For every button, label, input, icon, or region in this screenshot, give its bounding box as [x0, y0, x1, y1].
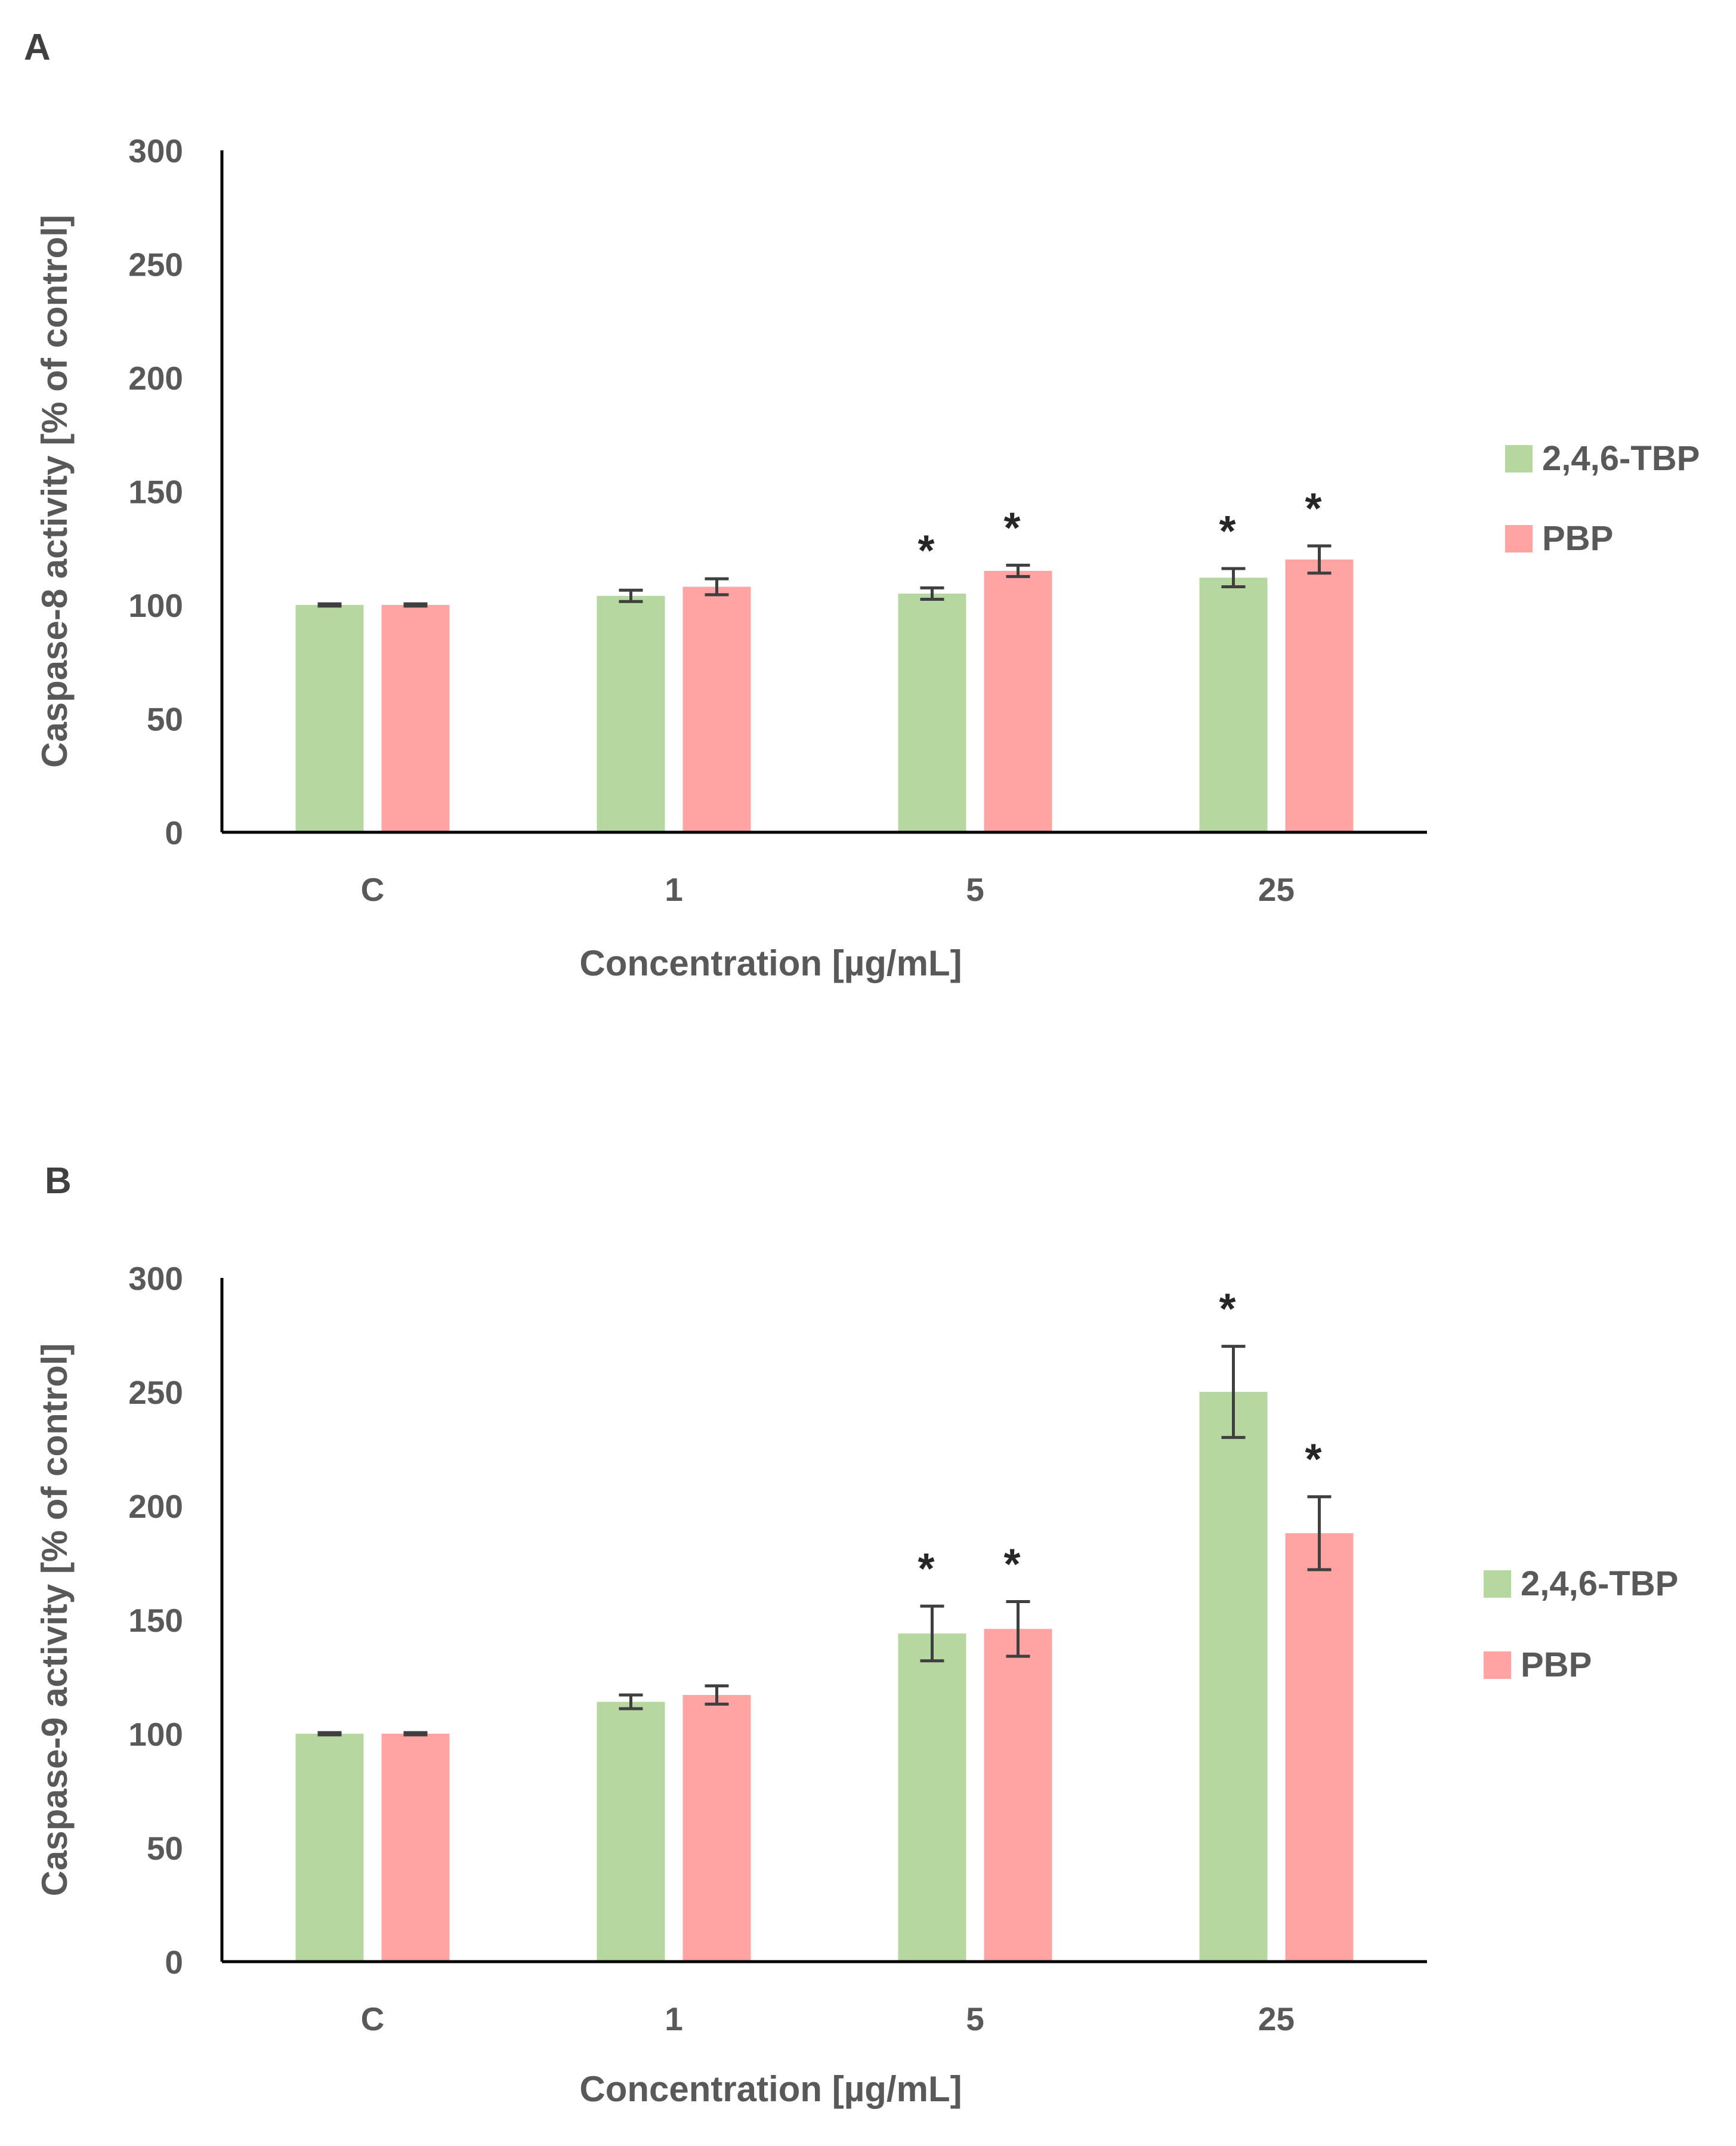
- bar-pbp-b: [381, 1734, 450, 1962]
- error-bar-tbp-b: [619, 1693, 643, 1710]
- x-tick-label-b: 25: [1258, 2000, 1295, 2037]
- bar-pbp-b: [984, 1629, 1052, 1962]
- bar-tbp-a: [1199, 578, 1268, 832]
- error-bar-pbp-b: [705, 1684, 729, 1706]
- x-tick-labels-a: C 1 5 25: [361, 871, 1295, 908]
- error-bars-b: [317, 1345, 1332, 1737]
- x-tick-label-a: 1: [665, 871, 683, 908]
- y-tick-label-a: 50: [147, 701, 183, 738]
- error-bar-tbp-a: [317, 602, 342, 608]
- significance-star-pbp-b: *: [1003, 1540, 1020, 1588]
- error-bar-pbp-b: [1307, 1495, 1332, 1571]
- legend-label-tbp-a: 2,4,6-TBP: [1542, 439, 1700, 478]
- error-bar-tbp-b: [920, 1604, 944, 1663]
- error-bar-tbp-b: [317, 1731, 342, 1737]
- significance-star-tbp-a: *: [1219, 508, 1235, 555]
- bar-tbp-b: [597, 1702, 665, 1962]
- legend-label-pbp-b: PBP: [1521, 1645, 1592, 1684]
- x-tick-label-b: 1: [665, 2000, 683, 2037]
- x-tick-label-a: 5: [966, 871, 984, 908]
- x-tick-labels-b: C 1 5 25: [361, 2000, 1295, 2037]
- error-bar-pbp-a: [705, 577, 729, 597]
- x-tick-label-b: C: [361, 2000, 385, 2037]
- bar-tbp-a: [898, 593, 966, 832]
- panel-a-chart: A Caspase-8 activity [% of control] Conc…: [24, 27, 1700, 983]
- bars-b: [295, 1392, 1354, 1962]
- panel-letter-a: A: [24, 27, 51, 68]
- significance-markers-a: * * * *: [918, 485, 1321, 575]
- error-bar-tbp-b: [1221, 1345, 1246, 1439]
- bar-tbp-b: [898, 1633, 966, 1962]
- x-tick-label-a: 25: [1258, 871, 1295, 908]
- error-bar-pbp-b: [403, 1731, 428, 1737]
- x-axis-title-a: Concentration [µg/mL]: [579, 943, 962, 983]
- y-tick-label-a: 200: [128, 360, 183, 397]
- y-tick-label-b: 300: [128, 1260, 183, 1297]
- bar-tbp-a: [295, 605, 364, 832]
- significance-markers-b: * * * *: [918, 1286, 1321, 1593]
- significance-star-pbp-b: *: [1305, 1436, 1321, 1484]
- x-tick-label-a: C: [361, 871, 385, 908]
- bar-pbp-a: [984, 570, 1052, 832]
- y-tick-label-b: 50: [147, 1830, 183, 1867]
- legend-swatch-pbp-a: [1505, 525, 1533, 552]
- legend-swatch-tbp-b: [1484, 1570, 1511, 1598]
- bar-tbp-a: [597, 595, 665, 832]
- y-tick-label-a: 300: [128, 132, 183, 169]
- error-bar-pbp-b: [1006, 1600, 1030, 1658]
- error-bar-pbp-a: [1006, 563, 1030, 578]
- legend-label-pbp-a: PBP: [1542, 519, 1613, 558]
- error-bar-tbp-a: [1221, 567, 1246, 589]
- legend-label-tbp-b: 2,4,6-TBP: [1521, 1564, 1678, 1603]
- x-tick-label-b: 5: [966, 2000, 984, 2037]
- y-tick-label-a: 100: [128, 587, 183, 624]
- legend-a: 2,4,6-TBP PBP: [1505, 439, 1700, 558]
- error-bar-tbp-a: [920, 586, 944, 601]
- y-tick-label-b: 100: [128, 1716, 183, 1753]
- bar-pbp-a: [682, 586, 751, 832]
- y-tick-label-b: 0: [165, 1944, 183, 1981]
- x-axis-title-b: Concentration [µg/mL]: [579, 2069, 962, 2109]
- error-bars-a: [317, 544, 1332, 608]
- y-axis-title-b: Caspase-9 activity [% of control]: [35, 1344, 75, 1897]
- significance-star-tbp-b: *: [918, 1545, 934, 1593]
- panel-b-chart: B Caspase-9 activity [% of control] Conc…: [35, 1160, 1678, 2109]
- legend-b: 2,4,6-TBP PBP: [1484, 1564, 1678, 1684]
- error-bar-pbp-a: [403, 602, 428, 608]
- y-tick-labels-a: 0 50 100 150 200 250 300: [128, 132, 183, 851]
- error-bar-tbp-a: [619, 588, 643, 603]
- y-axis-title-a: Caspase-8 activity [% of control]: [35, 215, 75, 768]
- y-tick-label-a: 150: [128, 474, 183, 511]
- bar-pbp-a: [1285, 559, 1354, 832]
- error-bar-pbp-a: [1307, 544, 1332, 575]
- y-tick-label-a: 250: [128, 246, 183, 283]
- bar-pbp-a: [381, 605, 450, 832]
- y-tick-label-a: 0: [165, 814, 183, 851]
- significance-star-tbp-b: *: [1219, 1286, 1235, 1333]
- bar-pbp-b: [1285, 1533, 1354, 1962]
- panel-letter-b: B: [45, 1160, 72, 1202]
- y-tick-labels-b: 0 50 100 150 200 250 300: [128, 1260, 183, 1981]
- y-tick-label-b: 250: [128, 1374, 183, 1411]
- bar-tbp-b: [295, 1734, 364, 1962]
- y-tick-label-b: 150: [128, 1602, 183, 1639]
- y-tick-label-b: 200: [128, 1488, 183, 1525]
- legend-swatch-tbp-a: [1505, 445, 1533, 473]
- significance-star-pbp-a: *: [1003, 504, 1020, 552]
- significance-star-tbp-a: *: [918, 527, 934, 575]
- significance-star-pbp-a: *: [1305, 485, 1321, 533]
- bar-pbp-b: [682, 1695, 751, 1962]
- legend-swatch-pbp-b: [1484, 1651, 1511, 1679]
- bars-a: [295, 559, 1354, 832]
- bar-tbp-b: [1199, 1392, 1268, 1962]
